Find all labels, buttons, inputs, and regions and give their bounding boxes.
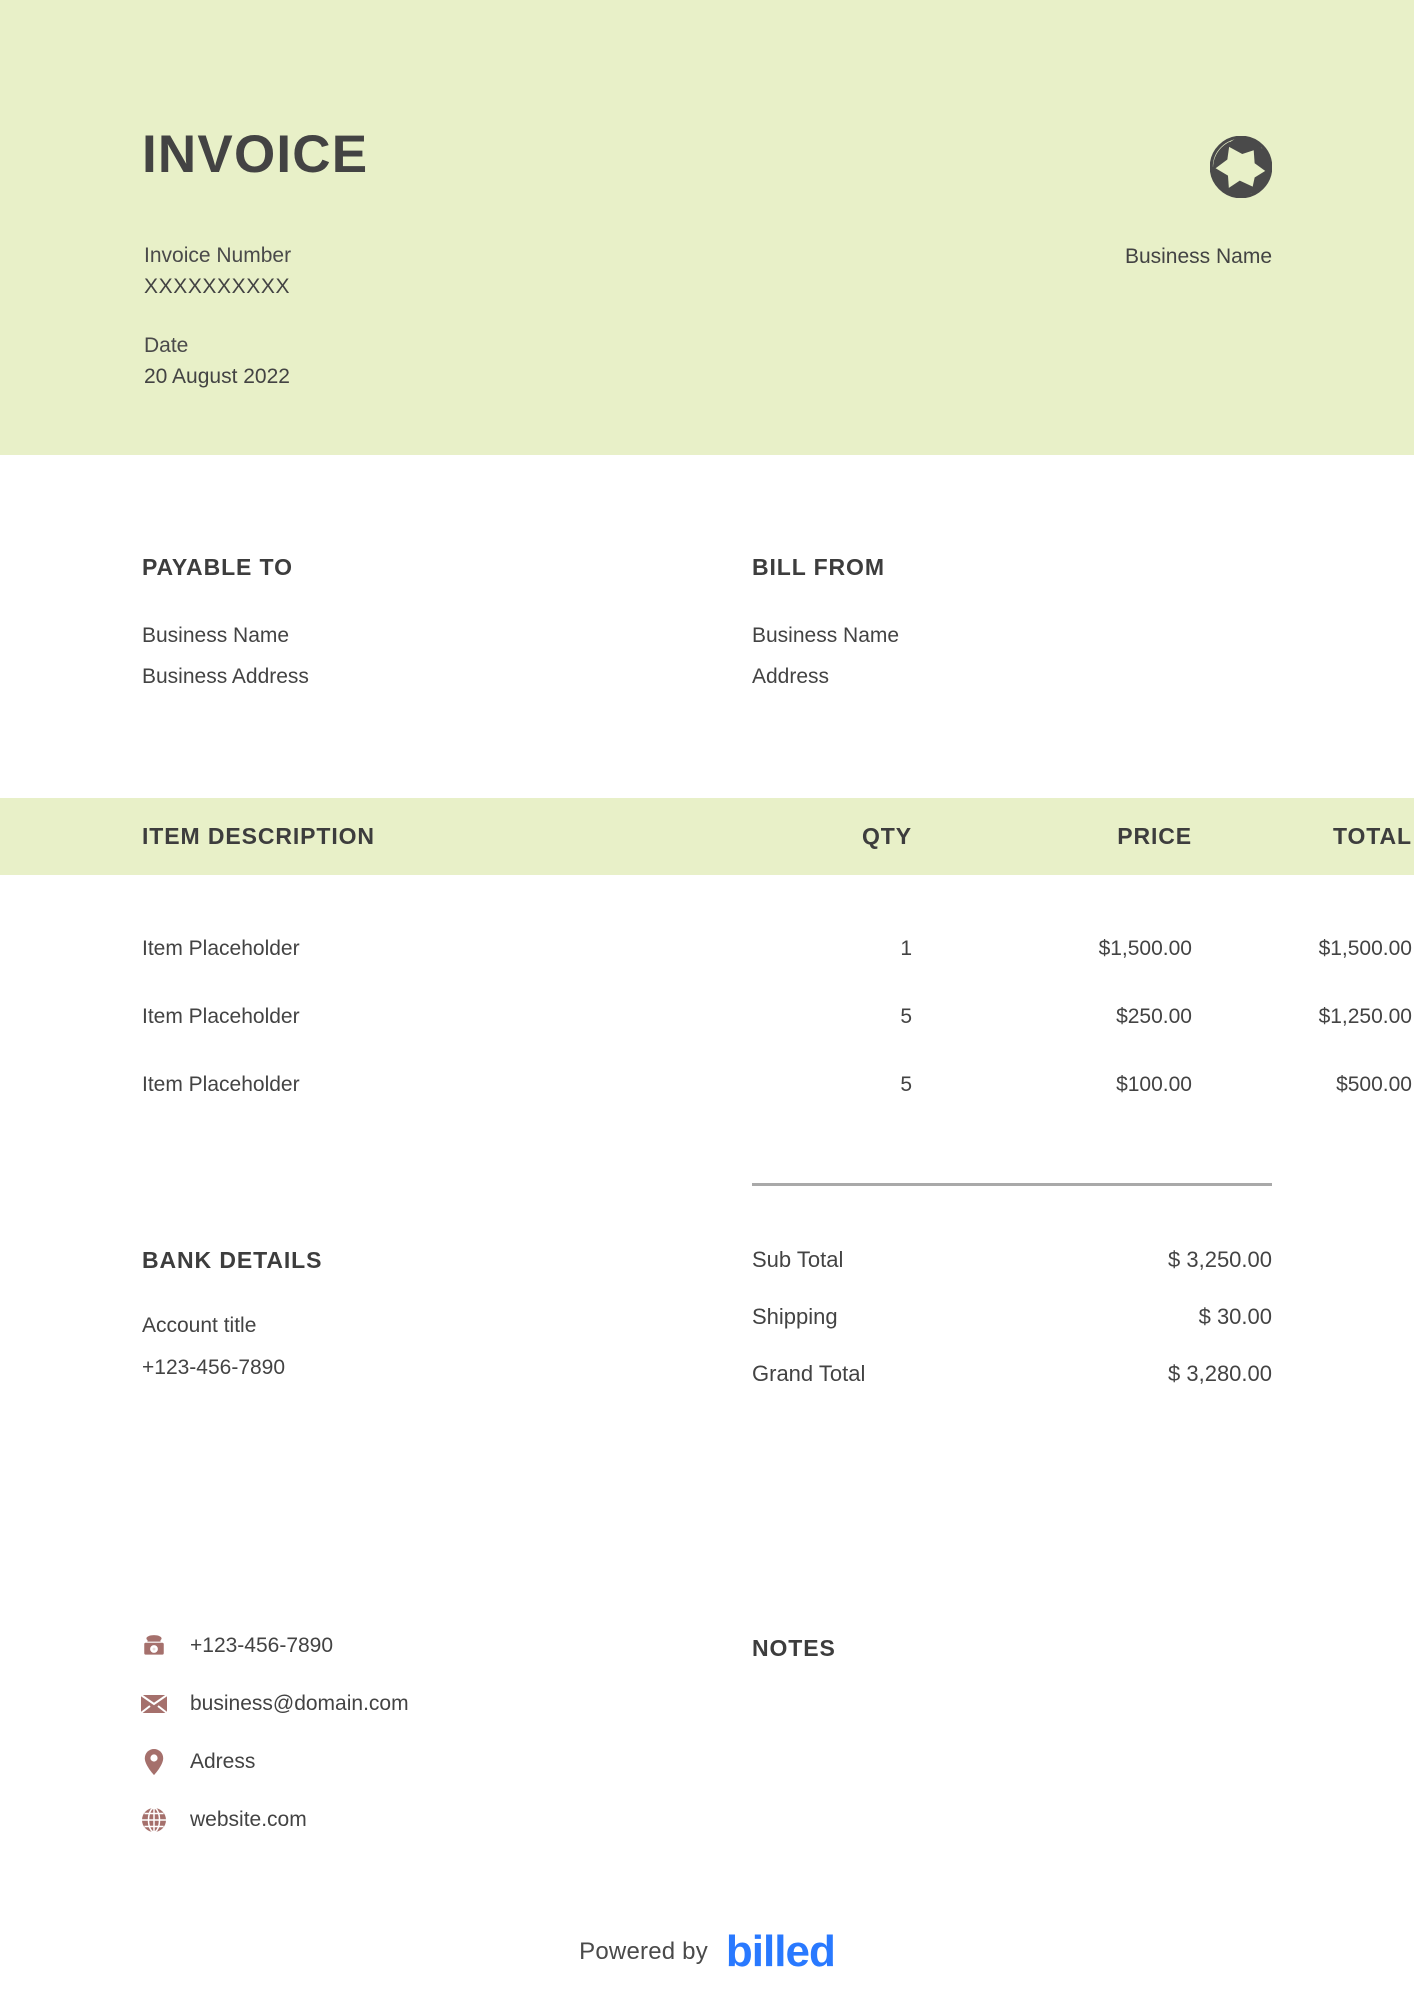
bill-from-lines: Business Name Address xyxy=(752,615,899,697)
grand-total-value: $ 3,280.00 xyxy=(1168,1361,1272,1386)
invoice-number-value: XXXXXXXXXX xyxy=(144,275,291,298)
bill-from-block: BILL FROM Business Name Address xyxy=(752,552,899,697)
bank-detail-line: Account title xyxy=(142,1314,257,1337)
cell-description: Item Placeholder xyxy=(142,937,300,960)
cell-total: $1,250.00 xyxy=(1318,1005,1412,1028)
invoice-date-value: 20 August 2022 xyxy=(144,365,290,388)
page-title: INVOICE xyxy=(142,125,369,184)
total-row-subtotal: Sub Total $ 3,250.00 xyxy=(752,1238,1272,1295)
invoice-number-label: Invoice Number xyxy=(144,244,292,267)
payable-to-lines: Business Name Business Address xyxy=(142,615,309,697)
cell-description: Item Placeholder xyxy=(142,1005,300,1028)
table-header-row: ITEM DESCRIPTION QTY PRICE TOTAL xyxy=(142,798,1411,875)
invoice-date-block: Date 20 August 2022 xyxy=(144,330,290,392)
payable-to-line: Business Address xyxy=(142,665,309,688)
total-row-shipping: Shipping $ 30.00 xyxy=(752,1295,1272,1352)
column-header-price: PRICE xyxy=(1117,823,1192,849)
column-header-description: ITEM DESCRIPTION xyxy=(142,823,375,849)
payable-to-title: PAYABLE TO xyxy=(142,554,293,580)
items-table-body: Item Placeholder 1 $1,500.00 $1,500.00 I… xyxy=(142,928,1412,1132)
contact-block: +123-456-7890 business@domain.com Adress xyxy=(140,1630,660,1862)
subtotal-value: $ 3,250.00 xyxy=(1168,1247,1272,1272)
shipping-label: Shipping xyxy=(752,1304,838,1329)
bill-from-title: BILL FROM xyxy=(752,554,885,580)
phone-icon xyxy=(140,1630,168,1662)
shipping-value: $ 30.00 xyxy=(1198,1304,1272,1329)
notes-title: NOTES xyxy=(752,1635,836,1661)
table-row: Item Placeholder 5 $250.00 $1,250.00 xyxy=(142,996,1412,1064)
camera-aperture-icon xyxy=(1210,136,1272,198)
billed-logo[interactable]: billed xyxy=(725,1927,836,1976)
cell-total: $500.00 xyxy=(1336,1073,1412,1096)
invoice-date-label: Date xyxy=(144,334,189,357)
table-row: Item Placeholder 5 $100.00 $500.00 xyxy=(142,1064,1412,1132)
header-band: INVOICE Invoice Number XXXXXXXXXX Date 2… xyxy=(0,0,1414,455)
cell-qty: 1 xyxy=(900,937,912,960)
globe-icon xyxy=(140,1804,168,1836)
cell-qty: 5 xyxy=(900,1005,912,1028)
total-row-grand-total: Grand Total $ 3,280.00 xyxy=(752,1352,1272,1409)
location-pin-icon xyxy=(140,1746,168,1778)
footer: Powered by billed xyxy=(0,1930,1414,1974)
cell-price: $250.00 xyxy=(1116,1005,1192,1028)
bank-details-title: BANK DETAILS xyxy=(142,1247,323,1273)
contact-row-website: website.com xyxy=(140,1804,660,1862)
contact-row-email: business@domain.com xyxy=(140,1688,660,1746)
powered-by-label: Powered by xyxy=(579,1938,708,1965)
grand-total-label: Grand Total xyxy=(752,1361,866,1386)
header-content: INVOICE Invoice Number XXXXXXXXXX Date 2… xyxy=(142,0,1272,455)
payable-to-block: PAYABLE TO Business Name Business Addres… xyxy=(142,552,309,697)
bank-details-lines: Account title +123-456-7890 xyxy=(142,1305,592,1389)
bill-from-line: Business Name xyxy=(752,624,900,647)
subtotal-label: Sub Total xyxy=(752,1247,844,1272)
contact-row-address: Adress xyxy=(140,1746,660,1804)
column-header-total: TOTAL xyxy=(1332,823,1412,849)
table-header-band xyxy=(0,798,1414,875)
totals-block: Sub Total $ 3,250.00 Shipping $ 30.00 Gr… xyxy=(752,1238,1272,1409)
cell-description: Item Placeholder xyxy=(142,1073,300,1096)
bank-detail-line: +123-456-7890 xyxy=(142,1356,286,1379)
bill-from-line: Address xyxy=(752,665,830,688)
table-row: Item Placeholder 1 $1,500.00 $1,500.00 xyxy=(142,928,1412,996)
contact-row-phone: +123-456-7890 xyxy=(140,1630,660,1688)
website-value[interactable]: website.com xyxy=(190,1808,307,1831)
address-value: Adress xyxy=(190,1750,256,1773)
phone-value[interactable]: +123-456-7890 xyxy=(190,1634,334,1657)
email-value[interactable]: business@domain.com xyxy=(190,1692,409,1715)
bank-details-block: BANK DETAILS Account title +123-456-7890 xyxy=(142,1245,592,1389)
cell-price: $100.00 xyxy=(1116,1073,1192,1096)
totals-divider xyxy=(752,1183,1272,1186)
cell-total: $1,500.00 xyxy=(1318,937,1412,960)
items-table-header: ITEM DESCRIPTION QTY PRICE TOTAL xyxy=(142,798,1411,875)
invoice-number-block: Invoice Number XXXXXXXXXX xyxy=(144,240,291,302)
column-header-qty: QTY xyxy=(862,823,912,849)
brand-name: Business Name xyxy=(1124,245,1272,268)
notes-block: NOTES xyxy=(752,1633,836,1679)
payable-to-line: Business Name xyxy=(142,624,290,647)
cell-price: $1,500.00 xyxy=(1098,937,1192,960)
cell-qty: 5 xyxy=(900,1073,912,1096)
envelope-icon xyxy=(140,1688,168,1720)
